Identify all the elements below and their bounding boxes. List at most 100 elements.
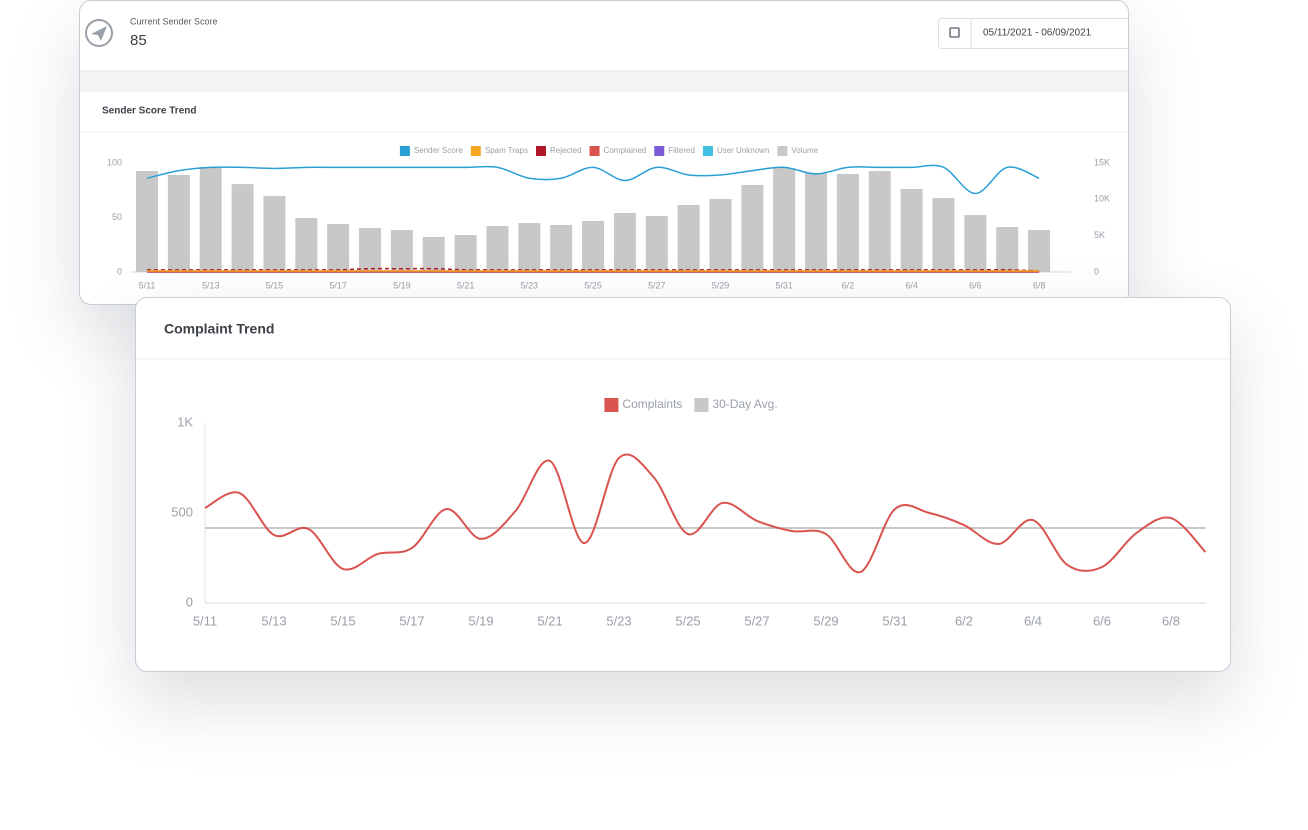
chart-title: Complaint Trend [164, 321, 274, 337]
score-icon-plane [91, 26, 107, 41]
volume-bar [582, 220, 605, 272]
legend-label: Complained [604, 146, 647, 155]
volume-bar [263, 196, 286, 272]
x-tick-label: 5/25 [584, 280, 602, 290]
legend-swatch [694, 398, 709, 412]
volume-bar [996, 227, 1019, 272]
complaint-panel: Complaint Trend 0 500 1K 5/11 5/13 5/15 5/17 5/… [136, 321, 1230, 628]
volume-bar [1028, 229, 1051, 272]
x-tick-label: 6/2 [955, 613, 973, 628]
score-value: 85 [130, 32, 147, 49]
x-tick-label: 6/4 [905, 280, 918, 290]
x-tick-label: 5/19 [393, 280, 411, 290]
y-tick-label: 500 [171, 504, 193, 519]
y-tick-label: 0 [186, 594, 193, 609]
volume-bar [868, 170, 891, 272]
score-icon [85, 19, 113, 47]
volume-bar [645, 215, 668, 272]
volume-bar [550, 224, 573, 272]
separator-band [80, 71, 1128, 91]
x-tick-label: 6/2 [842, 280, 855, 290]
volume-bar [136, 170, 158, 272]
y2-tick-label: 5K [1094, 230, 1105, 240]
volume-bar [167, 174, 190, 272]
x-tick-label: 5/11 [193, 613, 217, 628]
series-line [204, 453, 1207, 574]
x-tick-label: 6/6 [1093, 613, 1111, 628]
x-tick-label: 5/21 [537, 613, 562, 628]
legend-label: User Unknown [717, 146, 769, 155]
x-tick-label: 5/17 [329, 280, 347, 290]
volume-bar [518, 223, 541, 272]
sender-score-panel: Current Sender Score 85 05/11/2021 - 06/… [80, 16, 1129, 290]
y2-tick-label: 10K [1094, 194, 1110, 204]
volume-bar [677, 205, 700, 272]
volume-bar [932, 198, 955, 272]
legend-label: 30-Day Avg. [712, 397, 777, 411]
legend-swatch [654, 146, 665, 156]
y2-tick-label: 0 [1094, 266, 1099, 276]
x-tick-label: 5/29 [712, 280, 730, 290]
x-tick-label: 5/23 [606, 613, 631, 628]
legend-swatch [470, 146, 481, 156]
volume-bar [295, 218, 318, 272]
volume-bar [709, 198, 732, 272]
volume-bar [613, 212, 636, 272]
date-range[interactable]: 05/11/2021 - 06/09/2021 [983, 28, 1092, 39]
x-tick-label: 5/23 [521, 280, 539, 290]
volume-bar [390, 229, 413, 272]
x-tick-label: 5/31 [882, 613, 907, 628]
volume-bar [327, 224, 350, 272]
volume-bar [454, 235, 477, 272]
legend-swatch [702, 146, 713, 156]
score-label: Current Sender Score [130, 16, 218, 26]
chart-title: Sender Score Trend [102, 106, 196, 117]
complaint-card: Complaint Trend 0 500 1K 5/11 5/13 5/15 5/17 5/… [135, 297, 1231, 672]
sender-score-card: Current Sender Score 85 05/11/2021 - 06/… [79, 0, 1129, 305]
y-tick-label: 50 [112, 212, 122, 222]
x-tick-label: 6/6 [969, 280, 982, 290]
legend-label: Spam Traps [485, 146, 528, 155]
legend-swatch [777, 146, 788, 156]
x-tick-label: 5/13 [202, 280, 220, 290]
x-tick-label: 5/31 [775, 280, 793, 290]
legend-swatch [535, 146, 546, 156]
legend-label: Filtered [668, 146, 695, 155]
series-line [146, 164, 1040, 195]
y2-tick-label: 15K [1094, 157, 1110, 167]
legend-label: Volume [791, 146, 818, 155]
legend-swatch [589, 146, 600, 156]
volume-bar [805, 173, 828, 272]
volume-bar [486, 226, 509, 272]
x-tick-label: 5/21 [457, 280, 475, 290]
calendar-icon [949, 27, 960, 38]
date-picker[interactable] [938, 18, 1129, 49]
volume-bar [773, 168, 796, 272]
y-tick-label: 1K [177, 414, 193, 429]
y-tick-label: 0 [117, 266, 122, 276]
y-tick-label: 100 [107, 157, 122, 167]
x-tick-label: 5/29 [813, 613, 838, 628]
series-line [146, 267, 1040, 272]
x-tick-label: 5/17 [399, 613, 424, 628]
x-tick-label: 5/15 [266, 280, 284, 290]
x-tick-label: 6/4 [1024, 613, 1042, 628]
x-tick-label: 6/8 [1033, 280, 1046, 290]
volume-bar [231, 184, 254, 272]
legend-label: Rejected [550, 146, 582, 155]
x-tick-label: 5/11 [139, 280, 156, 290]
legend-label: Sender Score [414, 146, 463, 155]
volume-bar [900, 189, 923, 272]
x-tick-label: 6/8 [1162, 613, 1180, 628]
legend-swatch [399, 146, 410, 156]
legend-label: Complaints [622, 397, 682, 411]
volume-bar [964, 215, 987, 272]
x-tick-label: 5/27 [648, 280, 666, 290]
x-tick-label: 5/19 [468, 613, 493, 628]
volume-bar [836, 173, 859, 272]
x-tick-label: 5/13 [261, 613, 286, 628]
x-tick-label: 5/25 [675, 613, 700, 628]
volume-bar [359, 228, 382, 272]
x-tick-label: 5/15 [330, 613, 355, 628]
